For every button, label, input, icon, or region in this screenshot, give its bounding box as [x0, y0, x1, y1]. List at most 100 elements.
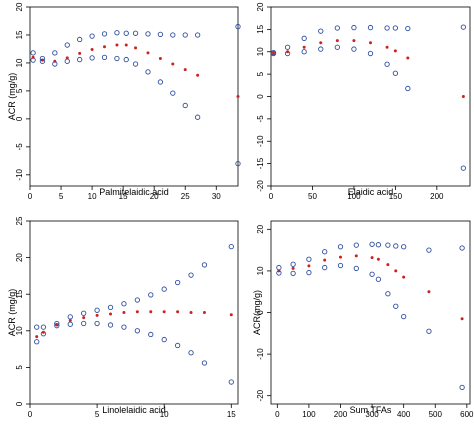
ci-point — [52, 50, 58, 56]
y-tick-label: 20 — [15, 253, 24, 262]
ci-point — [132, 61, 139, 67]
y-axis-title: ACR (mg/g) — [7, 73, 17, 121]
ci-point — [369, 241, 375, 247]
ci-point — [114, 55, 120, 62]
x-axis-title: Palmitelaidic acid — [99, 187, 169, 197]
ci-point — [337, 262, 344, 269]
ci-point — [161, 336, 167, 343]
fit-point — [323, 258, 327, 262]
ci-point — [107, 322, 114, 328]
fit-point — [291, 266, 295, 270]
ci-point — [301, 35, 307, 41]
fit-point — [352, 39, 356, 43]
ci-point — [426, 328, 432, 334]
ci-point — [170, 32, 176, 38]
ci-point — [54, 323, 60, 329]
chart-panel-2: 0 50 100 150 200 -20 -15 -10 -5 0 5 10 15 20 Elaidic a… — [256, 2, 471, 201]
y-tick-label: 15 — [15, 30, 24, 39]
x-tick-label: 10 — [160, 410, 169, 419]
y-axis-title: ACR (mg/g) — [7, 289, 17, 337]
ci-point — [301, 49, 307, 55]
ci-point — [64, 42, 70, 48]
fit-point — [82, 316, 86, 320]
ci-point — [385, 291, 391, 297]
ci-point — [157, 31, 164, 38]
ci-point — [334, 44, 340, 50]
ci-point — [182, 102, 188, 109]
y-tick-label: 0 — [256, 310, 265, 315]
ci-point — [318, 46, 324, 52]
ci-point — [194, 114, 201, 120]
fit-point — [55, 323, 59, 327]
y-tick-label: 5 — [256, 71, 265, 76]
fit-point — [183, 68, 187, 72]
x-tick-label: 50 — [308, 192, 317, 201]
chart-panel-4: 0 100 200 300 400 500 600 -20 -10 0 10 20 Sum TFAs AC… — [252, 220, 474, 419]
ci-point — [384, 61, 390, 67]
chart-panel-3: 0 5 10 15 0 5 10 15 20 25 Linolelaidic acid ACR (mg… — [7, 216, 239, 419]
y-tick-label: -10 — [256, 348, 265, 360]
y-tick-label: 25 — [15, 216, 24, 225]
plot-frame — [270, 220, 471, 405]
ci-point — [351, 46, 357, 52]
x-axis-title: Elaidic acid — [348, 187, 394, 197]
ci-point — [322, 264, 328, 271]
ci-point — [235, 160, 241, 167]
ci-point — [148, 292, 154, 298]
x-tick-label: 600 — [460, 410, 474, 419]
y-tick-label: 0 — [15, 401, 24, 406]
ci-point — [369, 271, 375, 277]
fit-point — [158, 56, 162, 60]
ci-point — [385, 242, 391, 248]
ci-point — [188, 272, 194, 278]
ci-point — [405, 25, 411, 32]
x-tick-label: 30 — [212, 192, 221, 201]
x-tick-label: 25 — [181, 192, 190, 201]
y-tick-label: 20 — [256, 224, 265, 233]
y-tick-label: 10 — [256, 266, 265, 275]
y-tick-label: -5 — [256, 115, 265, 123]
fit-point — [402, 275, 406, 279]
fit-point — [103, 45, 107, 49]
x-tick-label: 300 — [365, 410, 379, 419]
x-tick-label: 5 — [95, 410, 100, 419]
ci-point — [393, 303, 399, 309]
ci-point — [228, 243, 234, 250]
ci-point — [114, 30, 120, 36]
ci-point — [276, 270, 282, 276]
x-tick-label: 0 — [28, 192, 33, 201]
series-fit — [35, 310, 233, 339]
ci-point — [384, 25, 390, 31]
ci-point — [460, 165, 467, 171]
ci-point — [392, 70, 399, 76]
ci-point — [290, 270, 296, 277]
y-tick-label: -15 — [256, 157, 265, 169]
fit-point — [376, 257, 380, 261]
fit-point — [271, 51, 275, 55]
ci-point — [353, 265, 359, 272]
fit-point — [370, 256, 374, 260]
y-axis-title: ACR(mg/g) — [252, 290, 262, 335]
ci-point — [101, 54, 108, 60]
x-tick-label: 100 — [302, 410, 316, 419]
ci-point — [459, 245, 465, 251]
fit-point — [176, 310, 180, 314]
fit-point — [369, 41, 372, 45]
series-lower — [34, 320, 234, 385]
ci-point — [367, 24, 374, 31]
ci-point — [337, 244, 344, 250]
ci-point — [134, 328, 141, 334]
ci-point — [107, 304, 114, 311]
series-lower — [30, 50, 241, 167]
ci-point — [353, 242, 359, 248]
plot-frame — [29, 220, 239, 405]
fit-point — [386, 263, 390, 267]
y-tick-label: 5 — [15, 365, 24, 370]
ci-point — [121, 301, 127, 307]
x-tick-label: 15 — [227, 410, 236, 419]
fit-point — [302, 45, 306, 49]
x-tick-label: 5 — [59, 192, 64, 201]
ci-point — [426, 247, 432, 253]
ci-point — [123, 30, 129, 36]
fit-point — [335, 39, 339, 43]
